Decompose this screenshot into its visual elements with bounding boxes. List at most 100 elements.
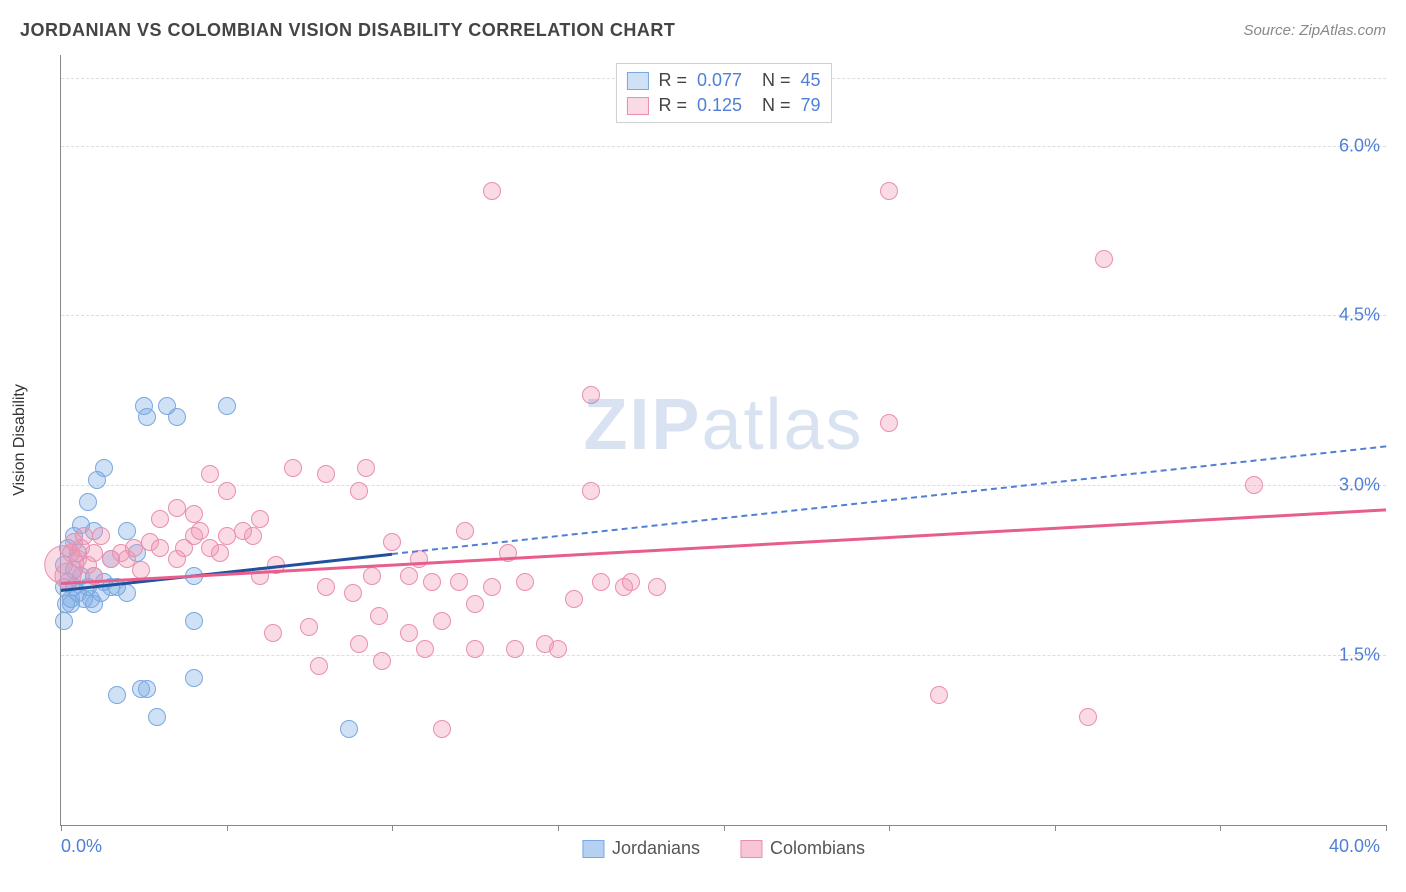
- chart-container: JORDANIAN VS COLOMBIAN VISION DISABILITY…: [0, 0, 1406, 892]
- scatter-marker: [1079, 708, 1097, 726]
- scatter-marker: [108, 686, 126, 704]
- scatter-marker: [400, 624, 418, 642]
- legend-item: Jordanians: [582, 838, 700, 859]
- scatter-marker: [168, 408, 186, 426]
- x-tick: [1386, 825, 1387, 831]
- scatter-marker: [466, 640, 484, 658]
- legend-row: R = 0.077 N = 45: [626, 68, 820, 93]
- scatter-marker: [433, 612, 451, 630]
- scatter-marker: [582, 482, 600, 500]
- scatter-marker: [317, 578, 335, 596]
- scatter-marker: [350, 482, 368, 500]
- scatter-marker: [151, 510, 169, 528]
- scatter-marker: [350, 635, 368, 653]
- scatter-marker: [357, 459, 375, 477]
- scatter-marker: [370, 607, 388, 625]
- scatter-marker: [118, 584, 136, 602]
- scatter-marker: [317, 465, 335, 483]
- x-tick: [1055, 825, 1056, 831]
- scatter-marker: [363, 567, 381, 585]
- chart-header: JORDANIAN VS COLOMBIAN VISION DISABILITY…: [20, 20, 1386, 41]
- scatter-marker: [549, 640, 567, 658]
- scatter-marker: [168, 499, 186, 517]
- x-tick: [392, 825, 393, 831]
- x-tick: [227, 825, 228, 831]
- scatter-marker: [516, 573, 534, 591]
- scatter-marker: [191, 522, 209, 540]
- scatter-marker: [930, 686, 948, 704]
- scatter-marker: [79, 493, 97, 511]
- scatter-marker: [185, 669, 203, 687]
- scatter-marker: [344, 584, 362, 602]
- scatter-marker: [565, 590, 583, 608]
- legend-n-label: N =: [762, 70, 791, 91]
- scatter-marker: [244, 527, 262, 545]
- scatter-marker: [483, 182, 501, 200]
- scatter-marker: [383, 533, 401, 551]
- x-max-label: 40.0%: [1329, 836, 1380, 857]
- scatter-marker: [880, 182, 898, 200]
- legend-swatch: [582, 840, 604, 858]
- scatter-marker: [284, 459, 302, 477]
- scatter-marker: [218, 397, 236, 415]
- plot-area: ZIPatlas R =0.077N =45R =0.125N =79 Jord…: [60, 55, 1386, 826]
- scatter-marker: [400, 567, 418, 585]
- scatter-marker: [138, 680, 156, 698]
- correlation-legend: R =0.077N =45R =0.125N =79: [615, 63, 831, 123]
- legend-n-value: 79: [801, 95, 821, 116]
- scatter-marker: [201, 465, 219, 483]
- scatter-marker: [648, 578, 666, 596]
- y-tick-label: 4.5%: [1339, 305, 1380, 326]
- scatter-marker: [373, 652, 391, 670]
- x-tick: [724, 825, 725, 831]
- legend-swatch: [626, 97, 648, 115]
- legend-swatch: [626, 72, 648, 90]
- legend-r-label: R =: [658, 70, 687, 91]
- gridline-h: [61, 315, 1386, 316]
- scatter-marker: [456, 522, 474, 540]
- scatter-marker: [483, 578, 501, 596]
- legend-row: R =0.125N =79: [626, 93, 820, 118]
- y-axis-label: Vision Disability: [11, 384, 29, 496]
- legend-swatch: [740, 840, 762, 858]
- scatter-marker: [218, 482, 236, 500]
- legend-r-label: R =: [658, 95, 687, 116]
- scatter-marker: [423, 573, 441, 591]
- scatter-marker: [75, 527, 93, 545]
- scatter-marker: [433, 720, 451, 738]
- scatter-marker: [185, 505, 203, 523]
- watermark-zip: ZIP: [583, 385, 701, 465]
- chart-title: JORDANIAN VS COLOMBIAN VISION DISABILITY…: [20, 20, 675, 41]
- legend-item: Colombians: [740, 838, 865, 859]
- gridline-h: [61, 485, 1386, 486]
- y-tick-label: 3.0%: [1339, 475, 1380, 496]
- scatter-marker: [1095, 250, 1113, 268]
- scatter-marker: [340, 720, 358, 738]
- scatter-marker: [1245, 476, 1263, 494]
- x-tick: [889, 825, 890, 831]
- x-min-label: 0.0%: [61, 836, 102, 857]
- scatter-marker: [55, 612, 73, 630]
- legend-n-value: 45: [801, 70, 821, 91]
- scatter-marker: [118, 522, 136, 540]
- gridline-h: [61, 655, 1386, 656]
- legend-n-label: N =: [762, 95, 791, 116]
- scatter-marker: [582, 386, 600, 404]
- scatter-marker: [300, 618, 318, 636]
- gridline-h: [61, 146, 1386, 147]
- scatter-marker: [416, 640, 434, 658]
- scatter-marker: [148, 708, 166, 726]
- y-tick-label: 1.5%: [1339, 645, 1380, 666]
- watermark-atlas: atlas: [701, 385, 863, 465]
- legend-label: Colombians: [770, 838, 865, 859]
- y-tick-label: 6.0%: [1339, 135, 1380, 156]
- scatter-marker: [450, 573, 468, 591]
- scatter-marker: [85, 544, 103, 562]
- legend-label: Jordanians: [612, 838, 700, 859]
- scatter-marker: [251, 510, 269, 528]
- scatter-marker: [622, 573, 640, 591]
- plot-outer: Vision Disability ZIPatlas R =0.077N =45…: [40, 55, 1385, 825]
- scatter-marker: [466, 595, 484, 613]
- scatter-marker: [592, 573, 610, 591]
- legend-r-value: 0.077: [697, 70, 742, 91]
